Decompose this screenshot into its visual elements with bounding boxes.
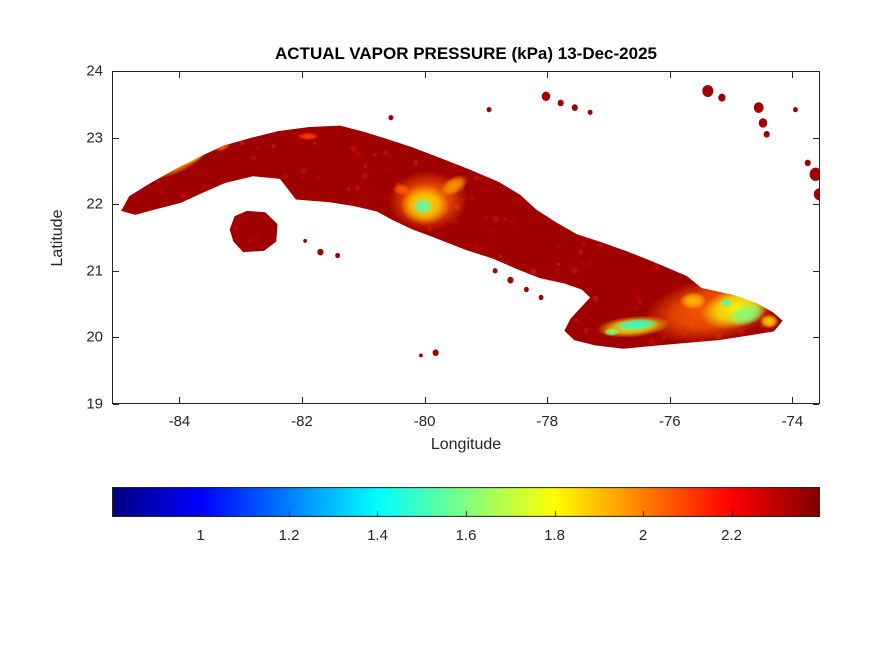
colorbar-tick-label: 1.2: [278, 527, 300, 544]
colorbar: [112, 487, 820, 517]
x-tick-label: -78: [536, 413, 559, 430]
y-tick-label: 22: [86, 195, 103, 213]
y-tick-label: 19: [86, 395, 103, 413]
y-tick-label: 24: [86, 62, 103, 80]
heatmap-canvas: [112, 71, 820, 404]
colorbar-tick-label: 1.8: [544, 527, 565, 544]
y-tick-label: 23: [86, 129, 103, 147]
y-axis-label: Latitude: [49, 209, 66, 267]
x-axis-label: Longitude: [430, 436, 502, 453]
colorbar-tick-label: 2.2: [721, 527, 742, 544]
chart-title: ACTUAL VAPOR PRESSURE (kPa) 13-Dec-2025: [275, 44, 657, 63]
colorbar-tick-label: 2: [638, 527, 648, 544]
colorbar-tick-label: 1.6: [455, 527, 477, 544]
colorbar-tick-label: 1: [196, 527, 205, 544]
x-tick-label: -80: [413, 413, 436, 430]
colorbar-tick-label: 1.4: [367, 527, 388, 544]
x-tick-label: -74: [781, 413, 804, 430]
x-tick-label: -76: [658, 413, 681, 430]
x-tick-label: -82: [291, 413, 313, 430]
y-tick-label: 21: [86, 262, 103, 280]
y-tick-label: 20: [86, 328, 103, 346]
x-tick-label: -84: [168, 413, 191, 430]
